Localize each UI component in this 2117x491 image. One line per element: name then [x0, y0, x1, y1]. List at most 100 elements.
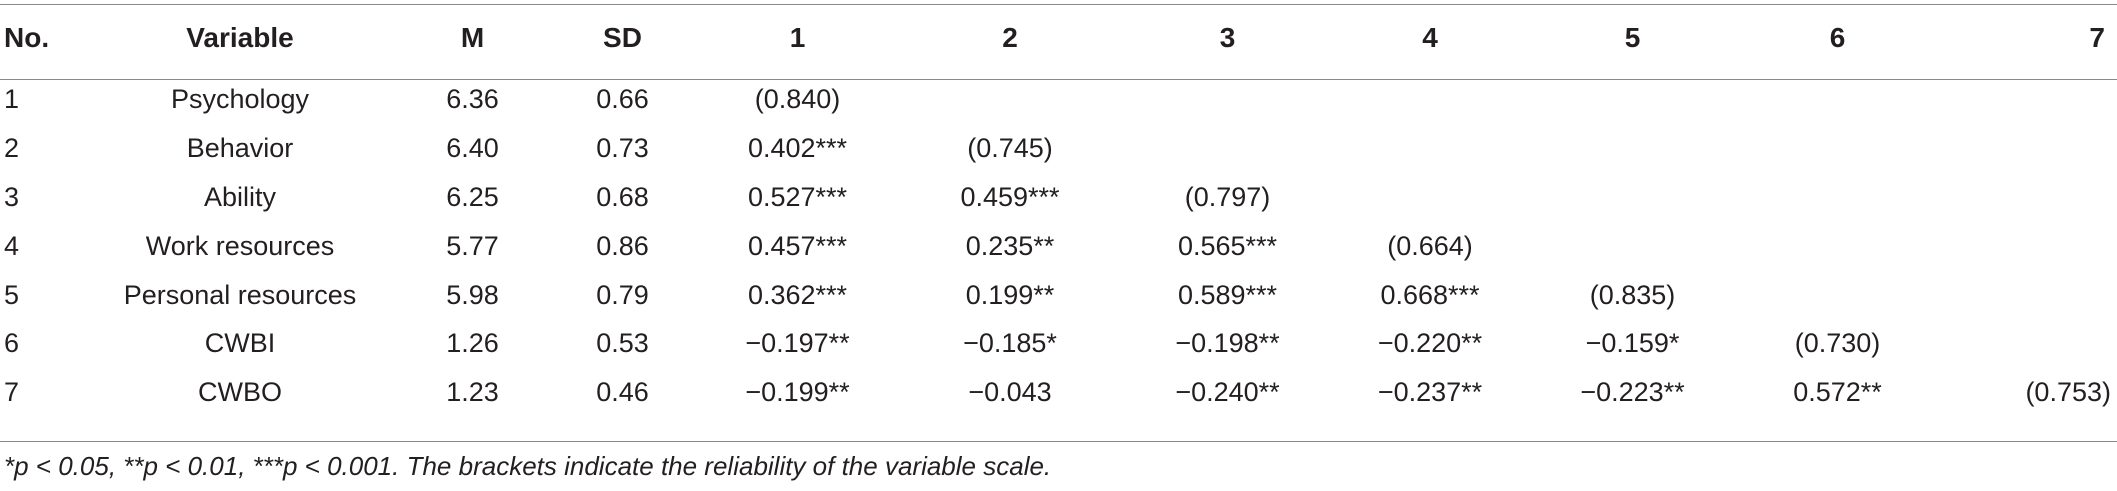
header-col-5: 5 [1624, 21, 1641, 53]
header-col-2: 2 [1002, 21, 1018, 53]
table-row: 2 Behavior 6.40 0.73 0.402*** (0.745) [0, 124, 2117, 173]
table-row: 3 Ability 6.25 0.68 0.527*** 0.459*** (0.797) [0, 173, 2117, 222]
table-cell [1520, 124, 1745, 173]
table-cell: 0.68 [596, 181, 649, 212]
table-cell: 0.235** [965, 230, 1055, 261]
table-cell: 0.402*** [747, 132, 848, 163]
table-cell: (0.797) [1184, 181, 1271, 212]
header-col-1: 1 [789, 21, 806, 53]
table-cell: 0.66 [596, 83, 649, 114]
table-cell [1930, 319, 2117, 368]
table-cell [1745, 124, 1930, 173]
table-cell [1745, 173, 1930, 222]
table-cell: CWBO [198, 377, 282, 408]
table-footnote: *p < 0.05, **p < 0.01, ***p < 0.001. The… [4, 451, 1052, 481]
table-cell: 0.459*** [960, 181, 1060, 212]
table-cell: 0.199** [965, 279, 1055, 310]
table-cell: 6.25 [446, 181, 499, 212]
header-sd: SD [603, 21, 642, 53]
table-cell: 0.565*** [1177, 230, 1278, 261]
table-cell [1930, 124, 2117, 173]
table-cell [1930, 222, 2117, 271]
table-cell: 1.26 [446, 328, 499, 359]
table-cell: 0.79 [596, 279, 649, 310]
table-cell: Work resources [145, 230, 335, 261]
header-no: No. [4, 21, 50, 53]
header-col-4: 4 [1422, 21, 1438, 53]
table-cell [1115, 124, 1340, 173]
table-cell: 4 [4, 230, 20, 261]
table-cell [1930, 75, 2117, 124]
table-cell: 0.457*** [747, 230, 848, 261]
table-top-rule [0, 4, 2117, 5]
table-cell [1745, 75, 1930, 124]
table-cell: 6.36 [446, 83, 499, 114]
table-header-row: No. Variable M SD 1 2 3 4 5 6 7 [0, 0, 2117, 75]
table-cell: −0.185* [963, 328, 1057, 359]
table-cell: Behavior [186, 132, 294, 163]
table-bottom-rule [0, 441, 2117, 442]
table-cell: −0.197** [745, 328, 850, 359]
correlation-table: No. Variable M SD 1 2 3 4 5 6 7 1 Psychol… [0, 0, 2117, 417]
table-row: 4 Work resources 5.77 0.86 0.457*** 0.235** 0.… [0, 222, 2117, 271]
table-cell [1520, 173, 1745, 222]
table-cell [1930, 173, 2117, 222]
table-cell: −0.199** [745, 377, 850, 408]
table-cell: (0.745) [967, 132, 1053, 163]
table-row: 1 Psychology 6.36 0.66 (0.840) [0, 75, 2117, 124]
table-cell: 0.362*** [747, 279, 848, 310]
table-cell: 5.77 [446, 230, 499, 261]
table-cell: −0.198** [1175, 328, 1280, 359]
table-cell [1340, 173, 1520, 222]
table-cell: 5.98 [446, 279, 499, 310]
table-body: 1 Psychology 6.36 0.66 (0.840) 2 Behavior 6.40 0… [0, 75, 2117, 417]
table-cell: 0.572** [1793, 377, 1882, 408]
table-cell: Personal resources [123, 279, 357, 310]
table-cell: (0.753) [2025, 377, 2111, 408]
table-row: 5 Personal resources 5.98 0.79 0.362*** 0.199… [0, 271, 2117, 320]
table-cell: 0.527*** [747, 181, 848, 212]
table-cell: Ability [203, 181, 277, 212]
table-cell: (0.835) [1589, 279, 1676, 310]
table-cell [1745, 222, 1930, 271]
table-cell: 0.73 [596, 132, 649, 163]
table-cell: −0.223** [1580, 377, 1685, 408]
table-cell [1340, 75, 1520, 124]
table-header-rule [0, 79, 2117, 80]
table-cell: 1 [4, 83, 20, 114]
table-cell: 1.23 [446, 377, 499, 408]
table-cell: (0.730) [1794, 328, 1881, 359]
table-cell [1340, 124, 1520, 173]
header-col-6: 6 [1829, 21, 1846, 53]
table-cell: 3 [4, 181, 20, 212]
header-variable: Variable [186, 21, 294, 53]
table-cell: −0.237** [1377, 377, 1483, 408]
correlation-table-container: No. Variable M SD 1 2 3 4 5 6 7 1 Psychol… [0, 0, 2117, 442]
table-cell: 5 [4, 279, 20, 310]
table-cell: 2 [4, 132, 20, 163]
table-cell: CWBI [204, 328, 276, 359]
header-col-3: 3 [1219, 21, 1236, 53]
table-cell: (0.840) [754, 83, 841, 114]
header-mean: M [460, 21, 485, 53]
table-cell [1930, 271, 2117, 320]
table-cell [1745, 271, 1930, 320]
table-cell [1520, 222, 1745, 271]
table-cell: 0.46 [596, 377, 649, 408]
table-cell: 7 [4, 377, 20, 408]
table-cell: 0.668*** [1380, 279, 1480, 310]
table-cell: −0.159* [1585, 328, 1680, 359]
table-cell: 6.40 [446, 132, 499, 163]
table-row: 7 CWBO 1.23 0.46 −0.199** −0.043 −0.240** −0.23… [0, 368, 2117, 417]
table-cell: 0.589*** [1177, 279, 1278, 310]
table-cell: 6 [4, 328, 20, 359]
table-cell: −0.240** [1175, 377, 1280, 408]
table-cell: −0.220** [1377, 328, 1483, 359]
header-col-7: 7 [2089, 21, 2105, 53]
table-cell [1520, 75, 1745, 124]
table-cell: 0.86 [596, 230, 649, 261]
table-cell [1115, 75, 1340, 124]
table-cell: 0.53 [596, 328, 649, 359]
table-row: 6 CWBI 1.26 0.53 −0.197** −0.185* −0.198** −0.2… [0, 319, 2117, 368]
table-cell: Psychology [170, 83, 310, 114]
